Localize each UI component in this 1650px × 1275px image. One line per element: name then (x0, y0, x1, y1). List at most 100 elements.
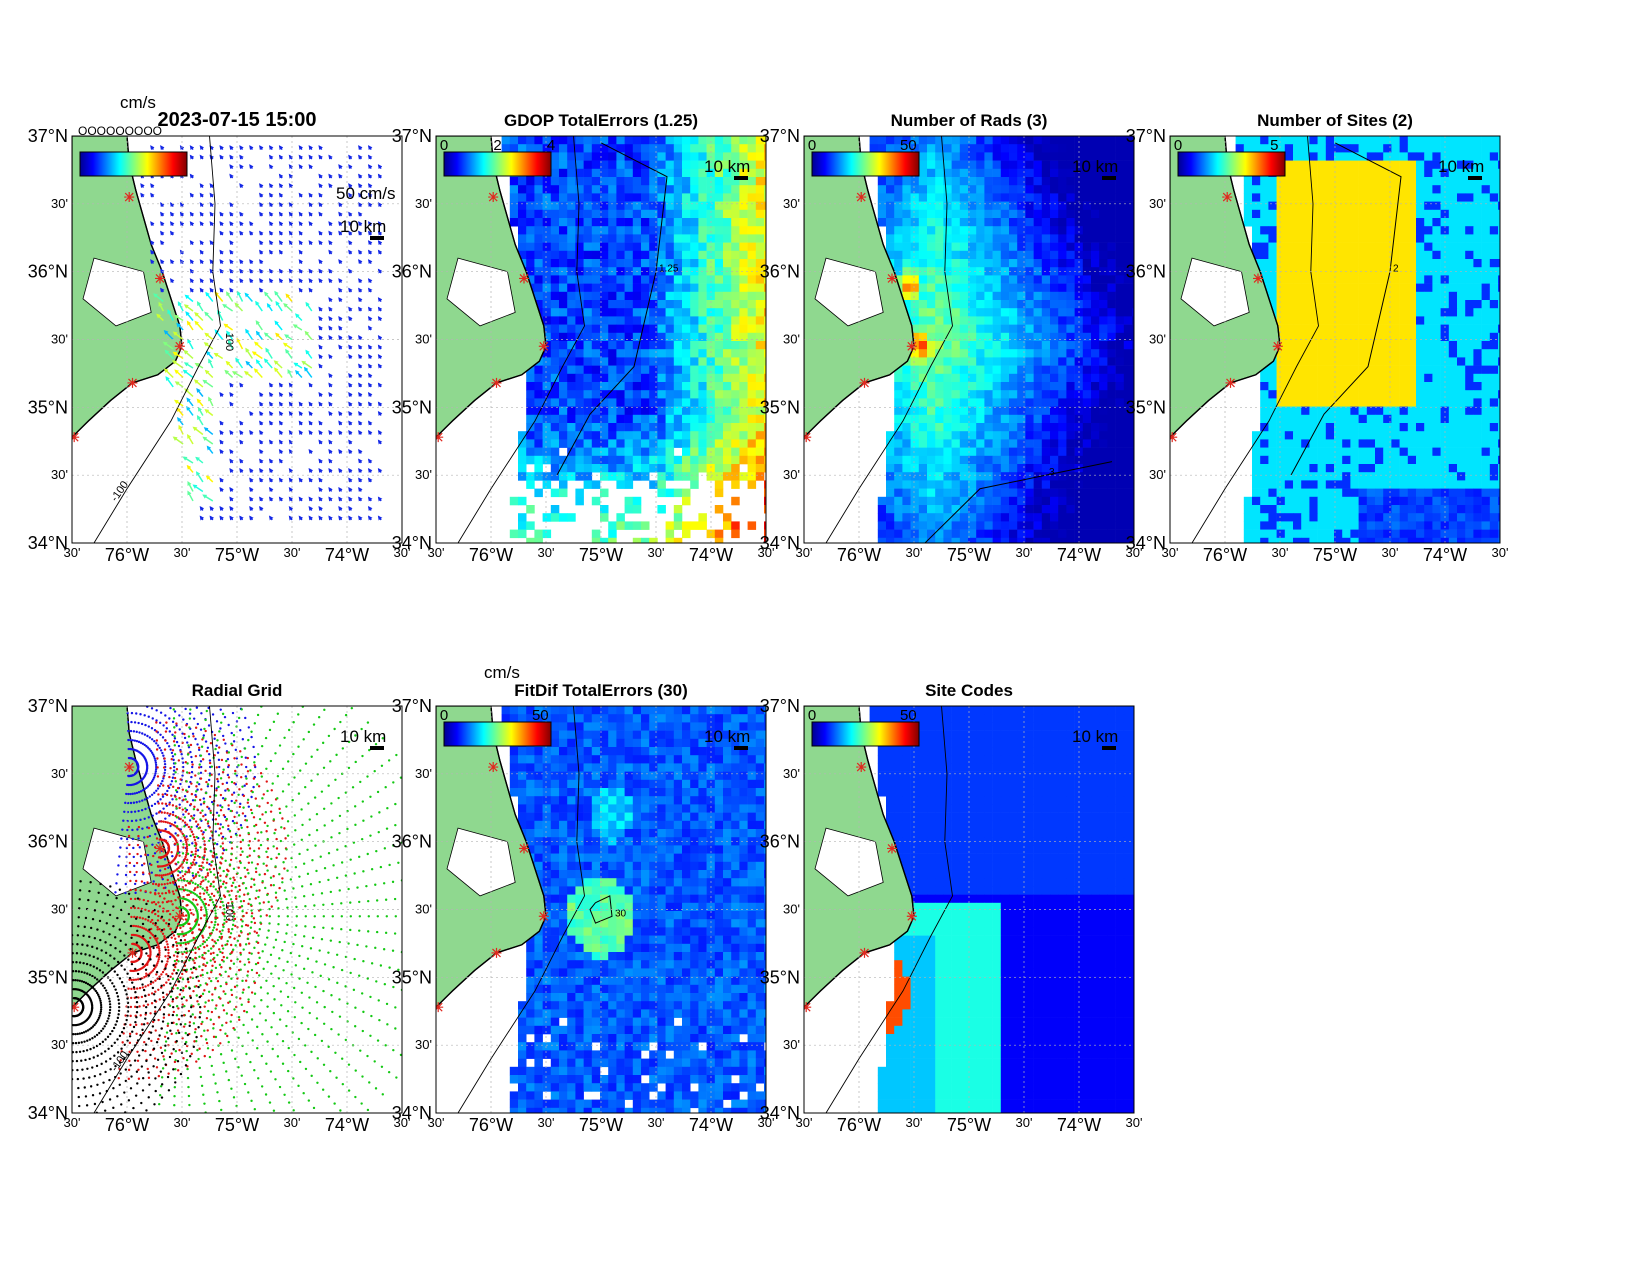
sound (82, 827, 152, 897)
radial-point (161, 736, 165, 739)
radial-point (231, 906, 235, 909)
radial-point (76, 1077, 80, 1081)
radial-point (172, 769, 176, 772)
radial-point (222, 1009, 226, 1012)
radial-point (136, 929, 139, 933)
lat-label: 30' (415, 902, 432, 917)
radial-point (198, 766, 201, 769)
radial-point (241, 785, 244, 788)
radial-point (160, 1076, 164, 1079)
radial-point (75, 961, 78, 964)
radial-point (226, 773, 230, 777)
radial-point (208, 1055, 212, 1059)
radial-point (302, 895, 306, 898)
current-vector (338, 505, 343, 511)
radial-point (108, 913, 112, 917)
radial-point (207, 724, 211, 727)
radial-point (154, 912, 157, 916)
radial-point (166, 936, 170, 939)
radial-point (218, 765, 221, 769)
radial-point (96, 1054, 99, 1057)
radial-point (155, 964, 158, 967)
radial-point (284, 857, 287, 860)
radial-point (245, 819, 249, 822)
radial-point (76, 934, 80, 937)
radial-point (174, 771, 177, 774)
radial-point (117, 1009, 121, 1012)
radial-point (210, 1010, 214, 1014)
radial-point (233, 801, 236, 805)
radial-point (139, 977, 142, 981)
radial-point (159, 782, 163, 785)
lon-label: 30' (1126, 545, 1143, 560)
radial-point (388, 863, 391, 867)
current-vector (338, 515, 343, 521)
radial-point (141, 1076, 145, 1080)
radial-point (171, 749, 175, 752)
radial-point (214, 909, 217, 912)
radial-point (244, 814, 247, 818)
radial-point (184, 884, 188, 887)
radial-point (365, 884, 368, 888)
radial-point (351, 786, 355, 789)
radial-point (284, 837, 287, 840)
radial-point (381, 1093, 384, 1096)
radial-point (392, 844, 395, 847)
radial-point (187, 980, 190, 984)
radial-point (124, 801, 127, 805)
radial-point (72, 978, 75, 982)
radial-point (314, 985, 317, 989)
radial-point (150, 918, 154, 922)
radial-point (323, 963, 327, 966)
radial-point (186, 1033, 190, 1037)
lat-label: 34°N (760, 533, 800, 553)
radial-point (194, 795, 198, 799)
radial-point (112, 1106, 115, 1110)
radial-point (230, 847, 234, 850)
radial-point (80, 970, 83, 974)
radial-point (317, 716, 321, 719)
current-vector (318, 192, 323, 198)
radial-point (171, 916, 175, 919)
lat-label: 30' (783, 332, 800, 347)
radial-point (157, 945, 160, 948)
radial-point (219, 950, 222, 954)
radial-point (197, 1003, 200, 1006)
current-vector (377, 268, 383, 274)
radial-point (166, 960, 169, 963)
radial-point (159, 749, 163, 752)
radial-point (187, 1009, 191, 1013)
map-area: 100-100 (72, 136, 383, 543)
current-vector (367, 173, 373, 179)
current-vector (328, 373, 333, 379)
radial-point (194, 726, 198, 729)
radial-point (224, 742, 227, 745)
current-vector (199, 145, 205, 151)
radial-point (165, 940, 168, 943)
radial-point (184, 855, 187, 859)
radial-point (98, 1031, 101, 1035)
radial-point (204, 718, 207, 722)
site-marker (488, 192, 499, 203)
lon-label: 30' (428, 1115, 445, 1130)
radial-point (99, 1073, 102, 1076)
radial-point (104, 973, 107, 977)
current-vector (229, 202, 234, 208)
lon-label: 30' (1492, 545, 1509, 560)
radial-point (118, 1061, 122, 1064)
radial-point (222, 880, 226, 883)
radial-point (230, 793, 234, 796)
current-vector (377, 515, 383, 521)
radial-point (339, 1109, 342, 1112)
radial-point (124, 873, 128, 877)
radial-point (84, 1095, 88, 1098)
current-vector (239, 278, 244, 284)
radial-point (137, 907, 140, 910)
radial-point (129, 1023, 132, 1027)
radial-point (106, 893, 109, 897)
site-marker (127, 377, 138, 388)
radial-point (192, 1005, 195, 1008)
radial-point (204, 818, 207, 821)
radial-point (134, 1094, 138, 1097)
axes-frame (435, 705, 767, 1114)
